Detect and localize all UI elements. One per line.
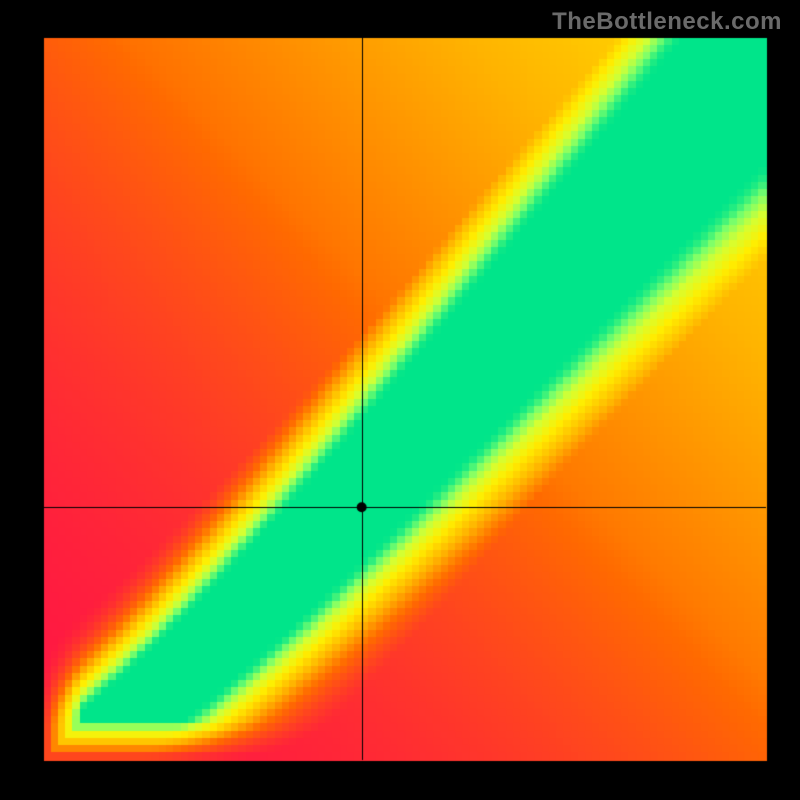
bottleneck-heatmap [0, 0, 800, 800]
watermark-text: TheBottleneck.com [552, 8, 782, 36]
